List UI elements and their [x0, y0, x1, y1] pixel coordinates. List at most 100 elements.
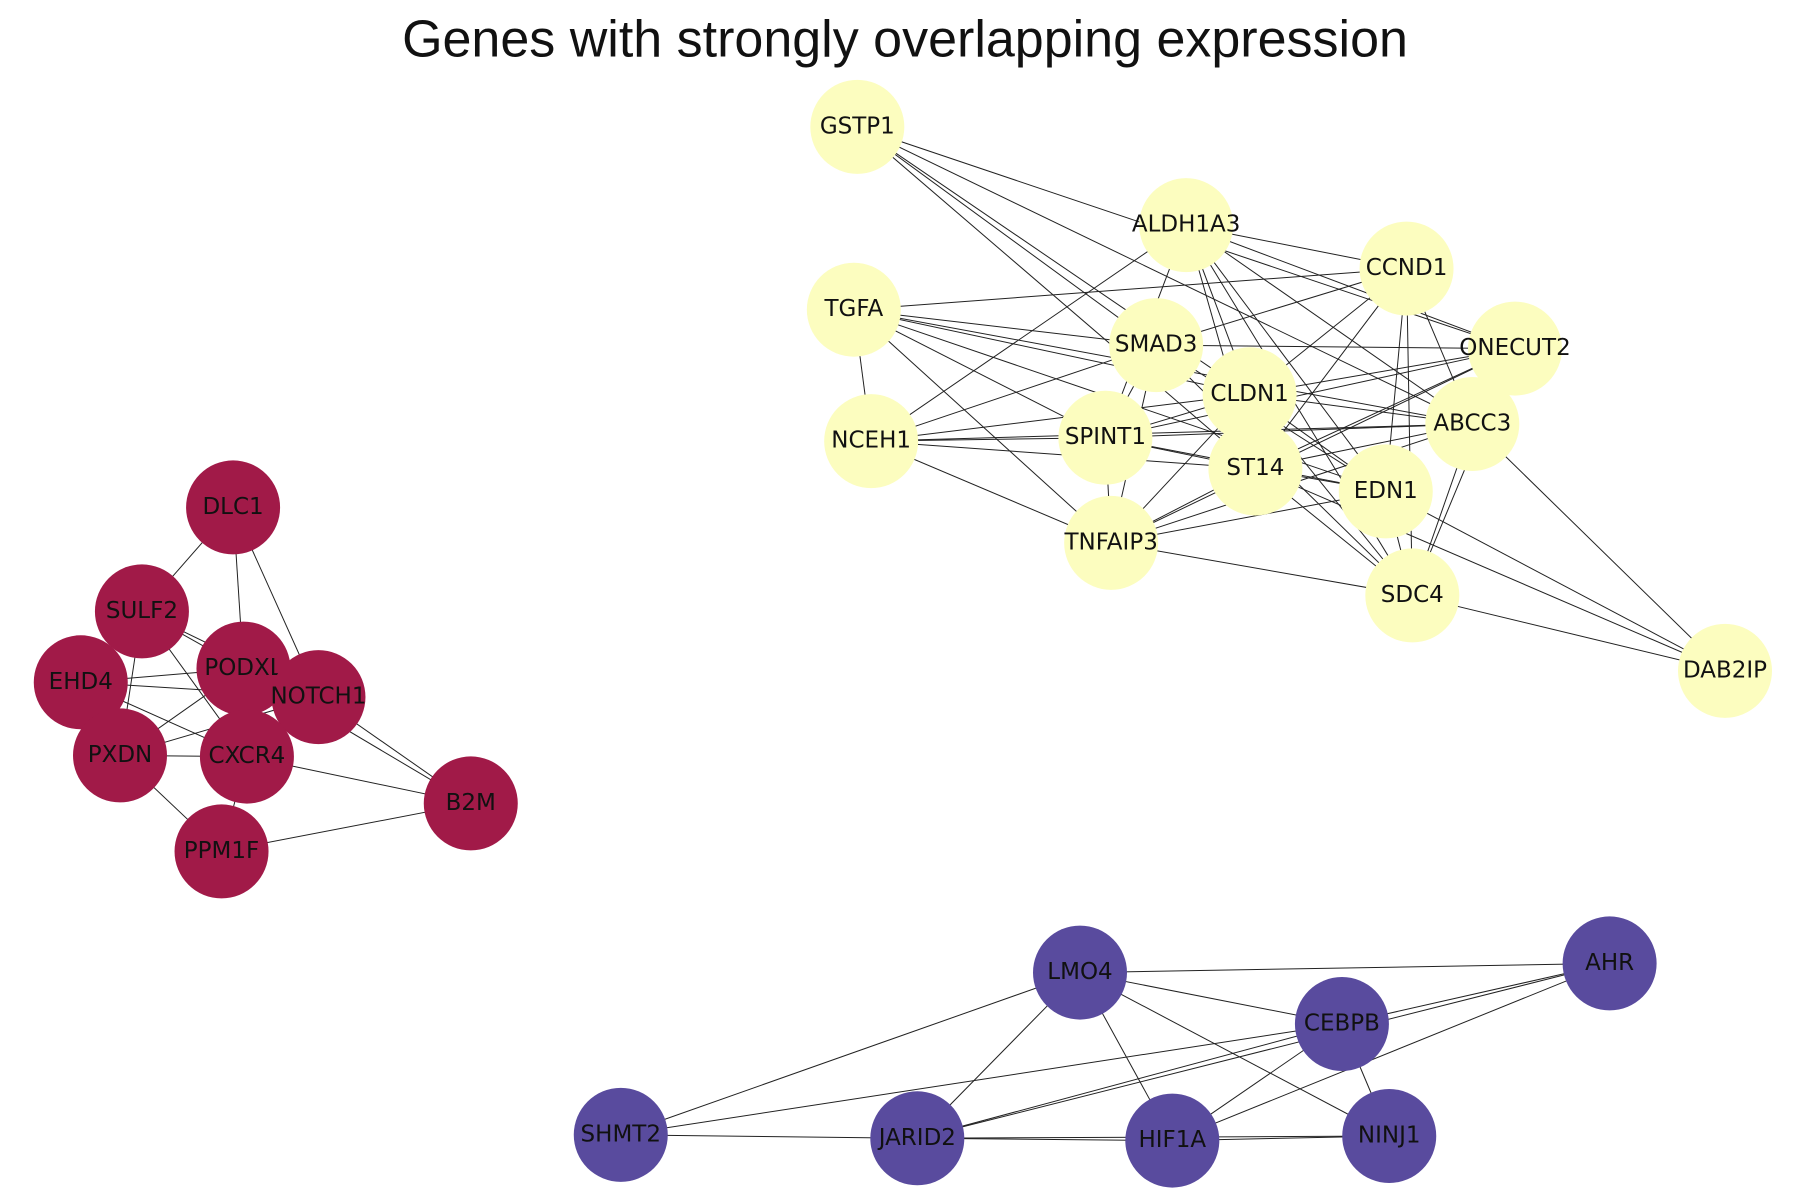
edge: [1412, 594, 1726, 672]
node-circle: [199, 709, 294, 804]
node-label: B2M: [446, 790, 496, 816]
node-label: DLC1: [202, 494, 263, 520]
node: ABCC3: [1425, 377, 1520, 471]
node: AHR: [1562, 916, 1657, 1011]
node: B2M: [423, 756, 518, 851]
edge: [620, 972, 1081, 1136]
node-circle: [186, 460, 281, 555]
edge: [620, 1023, 1342, 1136]
node: EDN1: [1338, 444, 1433, 539]
node-circle: [1468, 301, 1562, 396]
edge: [871, 393, 1250, 442]
node: CLDN1: [1202, 347, 1297, 442]
nodes: GSTP1 ALDH1A3 CCND1 TGFA SMAD3 ONECUT2 CLDN1 NC…: [33, 79, 1772, 1188]
node-label: ONECUT2: [1459, 335, 1570, 361]
node-circle: [1365, 548, 1460, 643]
edge: [857, 126, 1157, 346]
node-label: GSTP1: [820, 113, 895, 139]
node-label: NOTCH1: [270, 684, 366, 710]
node: ONECUT2: [1459, 301, 1571, 396]
node-circle: [94, 564, 189, 659]
node-label: DAB2IP: [1683, 657, 1767, 683]
node: EHD4: [33, 635, 128, 730]
node: GSTP1: [810, 79, 905, 174]
node-circle: [870, 1091, 965, 1186]
node-label: SMAD3: [1115, 332, 1198, 358]
node-circle: [1562, 916, 1657, 1011]
node-circle: [806, 262, 901, 357]
edge: [1406, 268, 1413, 596]
node: CXCR4: [199, 709, 294, 804]
edge: [917, 1023, 1343, 1139]
node: SPINT1: [1058, 390, 1153, 485]
node-circle: [271, 650, 366, 745]
node-circle: [1033, 925, 1127, 1020]
edge: [1079, 962, 1610, 974]
node: SHMT2: [573, 1087, 668, 1182]
node-circle: [196, 621, 291, 716]
edge: [870, 224, 1187, 442]
node-label: EHD4: [49, 669, 113, 695]
node-label: SPINT1: [1065, 424, 1146, 450]
node: HIF1A: [1125, 1093, 1220, 1188]
edge: [853, 268, 1407, 311]
edge: [1172, 962, 1610, 1142]
node: CEBPB: [1294, 977, 1389, 1071]
node: NINJ1: [1342, 1089, 1437, 1183]
edge: [1255, 468, 1726, 672]
edge: [620, 1134, 918, 1139]
node-label: PPM1F: [184, 838, 259, 864]
node-circle: [1139, 178, 1234, 273]
node-label: AHR: [1585, 950, 1634, 976]
node: PPM1F: [174, 804, 269, 899]
node-label: SHMT2: [581, 1121, 661, 1147]
edge: [1185, 224, 1516, 350]
node: DLC1: [186, 460, 281, 555]
node-circle: [1202, 347, 1297, 442]
node: ALDH1A3: [1132, 178, 1241, 273]
node-circle: [1359, 221, 1454, 316]
node: PODXL: [196, 621, 291, 716]
node-circle: [1064, 495, 1159, 590]
node-label: CXCR4: [209, 743, 286, 769]
edge: [853, 309, 1157, 346]
node-circle: [810, 79, 905, 174]
node-label: CEBPB: [1304, 1011, 1380, 1037]
node: JARID2: [870, 1091, 965, 1186]
edge: [1105, 423, 1473, 439]
node: PXDN: [73, 708, 167, 803]
edge: [1105, 348, 1516, 439]
edge: [856, 126, 1256, 469]
edge: [917, 962, 1610, 1139]
edge: [853, 309, 1112, 544]
edges: [80, 126, 1726, 1142]
node: SMAD3: [1109, 298, 1204, 393]
node: TGFA: [806, 262, 901, 357]
node-label: CLDN1: [1210, 381, 1288, 407]
node-label: TGFA: [823, 296, 883, 322]
node: ST14: [1208, 421, 1303, 516]
edge: [1185, 224, 1387, 492]
node-label: ALDH1A3: [1132, 212, 1241, 238]
node-circle: [73, 708, 167, 803]
node: SDC4: [1365, 548, 1460, 643]
edge: [1111, 542, 1413, 596]
node-circle: [423, 756, 518, 851]
node-label: ST14: [1226, 455, 1284, 481]
node-circle: [1294, 977, 1389, 1071]
node-circle: [1109, 298, 1204, 393]
edge: [857, 126, 1473, 425]
node-label: CCND1: [1366, 255, 1448, 281]
node-label: JARID2: [877, 1125, 956, 1151]
edge: [871, 423, 1473, 442]
node-circle: [1058, 390, 1153, 485]
node-label: TNFAIP3: [1063, 529, 1157, 555]
node: NCEH1: [824, 394, 919, 489]
node: SULF2: [94, 564, 189, 659]
node-circle: [1125, 1093, 1220, 1188]
node-label: EDN1: [1354, 478, 1418, 504]
node-label: PODXL: [204, 655, 282, 681]
node: CCND1: [1359, 221, 1454, 316]
node: NOTCH1: [270, 650, 366, 745]
node-circle: [1338, 444, 1433, 539]
